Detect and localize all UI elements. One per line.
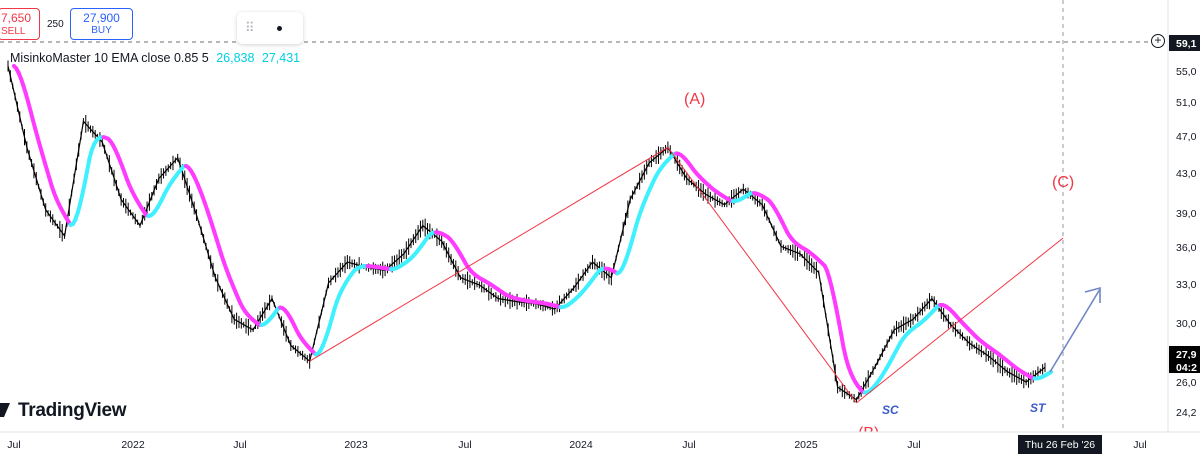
wave-a-label: (A) (684, 91, 705, 108)
price-tick-label: 39,0 (1176, 208, 1197, 220)
sc-label: SC (882, 403, 899, 417)
wave-c-label: (C) (1052, 174, 1074, 191)
chart-pane[interactable] (0, 0, 1168, 432)
price-tick-label: 51,0 (1176, 97, 1197, 109)
time-axis-labels: Jul 2022 Jul 2023 Jul 2024 Jul 2025 Jul Thu 26 Fe… (7, 435, 1147, 454)
forecast-arrow (1049, 286, 1101, 373)
price-tick-label: 36,0 (1176, 242, 1197, 254)
wave-line (667, 147, 857, 404)
tradingview-logo-icon (0, 403, 10, 417)
ema-segment (836, 319, 844, 337)
price-tick-label: 26,0 (1176, 377, 1197, 389)
add-plus-icon[interactable]: + (1151, 34, 1165, 48)
time-tick-label: Jul (233, 439, 246, 451)
indicator-value-2: 27,431 (261, 51, 301, 65)
drag-handle-icon[interactable]: ⠿ (245, 20, 255, 35)
wave-lines (309, 146, 1064, 404)
last-price-box (1169, 359, 1200, 373)
st-label: ST (1030, 401, 1047, 415)
price-tick-label: 33,0 (1176, 279, 1197, 291)
price-tick-label: 47,0 (1176, 131, 1197, 143)
tradingview-logo: TradingView (0, 400, 127, 422)
crosshair-time-box (1018, 435, 1102, 454)
time-tick-label: Jul (907, 439, 920, 451)
price-tick-label: 27,9 (1176, 349, 1197, 361)
spread-value: 250 (47, 19, 64, 30)
price-tick-label: 43,0 (1176, 168, 1197, 180)
time-axis[interactable] (0, 432, 1200, 454)
buy-price: 27,900 (83, 11, 120, 25)
time-tick-label: Jul (1133, 439, 1146, 451)
time-tick-label: 2022 (121, 439, 145, 451)
wave-line (856, 237, 1064, 404)
indicator-title: MisinkoMaster 10 EMA close 0.85 5 (10, 51, 209, 65)
ema-segment (82, 169, 90, 186)
logo-text: TradingView (18, 400, 127, 421)
price-tick-label: 30,0 (1176, 318, 1197, 330)
ema-segment (85, 156, 92, 174)
indicator-value-1: 26,838 (216, 51, 255, 65)
price-axis-labels: 59,1 55,0 51,0 47,0 43,0 39,0 36,0 33,0 30,0 27,9… (1169, 35, 1200, 419)
crosshair-price-box (1169, 35, 1200, 51)
price-tick-label: 24,2 (1176, 407, 1197, 419)
sell-price: 7,650 (1, 11, 32, 25)
price-tick-label: 04:2 (1176, 362, 1197, 374)
dot-icon[interactable] (277, 26, 282, 31)
indicator-legend[interactable]: MisinkoMaster 10 EMA close 0.85 5 26,838… (10, 51, 300, 65)
time-tick-label: Jul (458, 439, 471, 451)
drawing-toolbar[interactable]: ⠿ (237, 12, 303, 44)
ema-segment (839, 332, 846, 350)
time-tick-label: Thu 26 Feb '26 (1025, 439, 1095, 451)
ema-band (12, 63, 1053, 395)
sell-button[interactable]: 7,650 SELL (0, 8, 40, 40)
time-tick-label: Jul (7, 439, 20, 451)
price-tick-label: 59,1 (1176, 38, 1197, 50)
time-tick-label: 2025 (794, 439, 818, 451)
last-price-box (1169, 346, 1200, 360)
buy-label: BUY (91, 25, 112, 36)
buy-button[interactable]: 27,900 BUY (70, 8, 133, 40)
sell-label: SELL (1, 26, 26, 37)
time-tick-label: 2024 (569, 439, 593, 451)
price-tick-label: 55,0 (1176, 66, 1197, 78)
time-tick-label: 2023 (344, 439, 368, 451)
ema-segment (834, 307, 841, 324)
wave-line (309, 146, 669, 362)
time-tick-label: Jul (682, 439, 695, 451)
